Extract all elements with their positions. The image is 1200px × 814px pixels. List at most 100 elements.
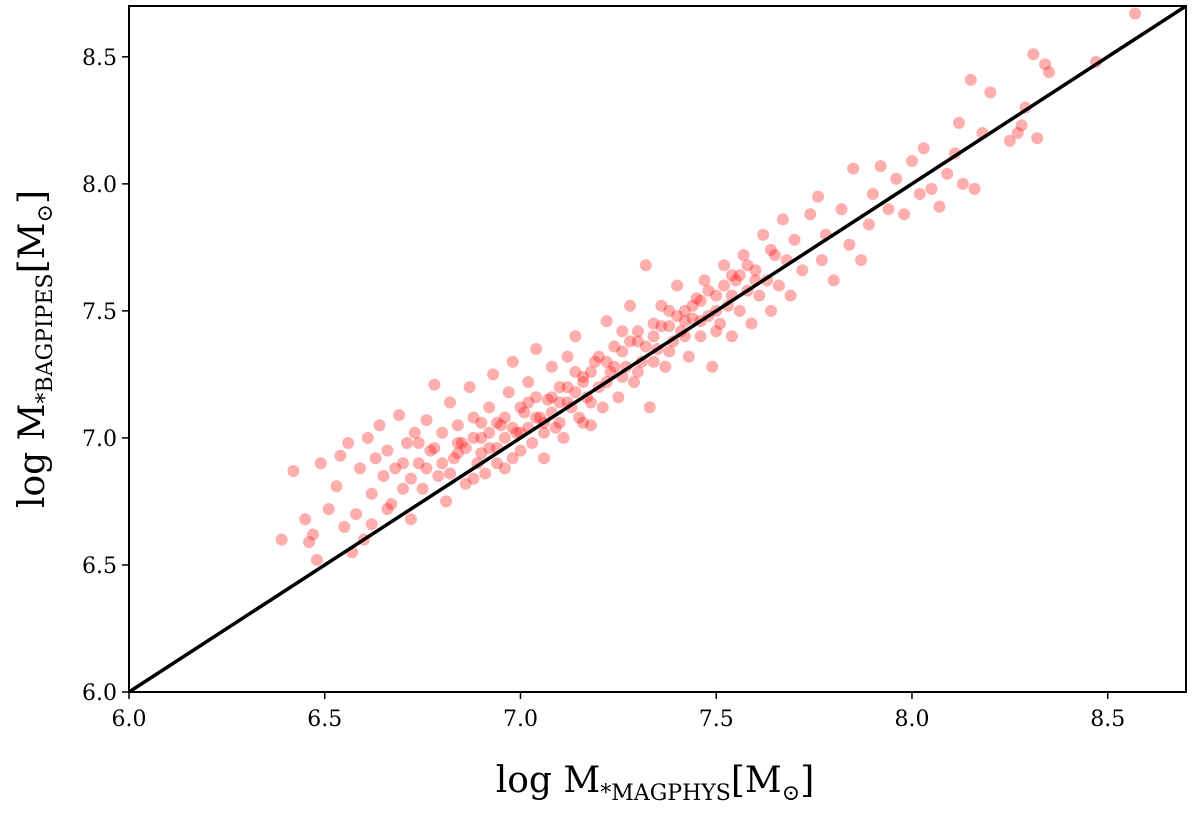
x-tick-label: 7.5 — [699, 707, 734, 732]
data-point — [514, 401, 527, 414]
data-point — [933, 200, 946, 213]
data-point — [569, 386, 582, 399]
y-axis-ticks: 6.0 6.5 7.0 7.5 8.0 8.5 — [82, 46, 129, 706]
data-point — [804, 208, 817, 221]
data-point — [866, 188, 879, 200]
data-point — [369, 452, 382, 465]
y-tick-label: 6.0 — [82, 681, 117, 706]
x-tick-label: 6.5 — [307, 707, 342, 732]
data-point — [898, 208, 911, 221]
data-point — [686, 312, 699, 325]
data-point — [510, 426, 523, 439]
data-point — [541, 393, 554, 406]
data-point — [772, 279, 785, 292]
data-point — [330, 480, 343, 493]
data-point — [592, 350, 605, 363]
data-point — [475, 447, 488, 460]
data-point — [686, 299, 699, 312]
data-point — [530, 343, 543, 355]
data-point — [682, 350, 695, 363]
data-point — [659, 360, 672, 373]
data-point — [584, 365, 597, 378]
data-point — [604, 365, 617, 378]
data-point — [436, 426, 449, 439]
data-point — [350, 508, 363, 521]
data-point — [381, 444, 394, 457]
data-point — [514, 444, 527, 457]
data-point — [561, 381, 574, 394]
data-point — [385, 498, 398, 510]
data-point — [447, 452, 460, 465]
data-point — [584, 419, 597, 432]
data-point — [475, 416, 488, 429]
data-point — [718, 259, 731, 272]
data-point — [835, 203, 848, 216]
data-point — [455, 437, 468, 449]
data-point — [725, 330, 738, 343]
data-point — [1027, 48, 1040, 61]
data-point — [338, 520, 351, 533]
data-point — [451, 419, 464, 432]
x-tick-label: 8.5 — [1090, 707, 1125, 732]
data-point — [314, 457, 327, 470]
data-point — [631, 365, 644, 378]
x-tick-label: 6.0 — [112, 707, 147, 732]
data-point — [412, 457, 425, 470]
data-point — [467, 411, 480, 424]
data-point — [275, 533, 288, 546]
data-point — [498, 411, 511, 424]
data-point — [647, 317, 660, 330]
data-point — [671, 279, 684, 292]
data-point — [463, 381, 476, 394]
x-axis-label-unit-open: [M — [731, 760, 782, 801]
x-axis-label-unit-close: ] — [800, 760, 814, 801]
data-point — [671, 310, 684, 322]
data-point — [874, 160, 887, 173]
data-point — [694, 330, 707, 343]
data-point — [663, 320, 676, 333]
y-axis-label-main: log M — [12, 403, 53, 508]
data-point — [530, 391, 543, 404]
data-point — [729, 274, 742, 287]
x-axis-label-main: log M — [496, 760, 601, 801]
data-point — [354, 462, 366, 475]
data-point — [862, 218, 875, 231]
data-point — [483, 426, 496, 439]
data-point — [882, 203, 895, 216]
data-point — [573, 411, 586, 424]
data-point — [631, 325, 644, 338]
data-point — [616, 345, 629, 358]
x-axis-label-sub: *MAGPHYS — [600, 781, 731, 806]
y-tick-label: 6.5 — [82, 554, 117, 579]
data-point — [444, 467, 456, 480]
x-axis-label: log M*MAGPHYS[M⊙] — [496, 760, 815, 806]
data-point — [404, 513, 417, 526]
data-point — [577, 416, 590, 429]
data-point — [984, 86, 997, 99]
y-tick-label: 7.0 — [82, 427, 117, 452]
data-point — [913, 188, 926, 200]
data-point — [365, 518, 378, 531]
data-point — [569, 365, 582, 378]
data-point — [1039, 58, 1052, 71]
data-point — [1043, 66, 1055, 79]
data-point — [459, 477, 472, 490]
data-point — [522, 396, 535, 409]
data-point — [487, 368, 500, 381]
data-point — [365, 487, 378, 500]
data-point — [436, 457, 449, 470]
data-point — [498, 431, 511, 444]
data-point — [577, 376, 590, 388]
data-point — [710, 325, 723, 338]
data-point — [1003, 134, 1016, 147]
data-point — [561, 350, 574, 363]
data-point — [361, 431, 374, 444]
data-point — [757, 228, 770, 241]
data-point — [639, 259, 652, 272]
data-point — [584, 396, 597, 409]
data-point — [287, 465, 300, 477]
data-point — [440, 495, 453, 508]
data-point — [451, 437, 464, 449]
data-point — [475, 431, 488, 444]
